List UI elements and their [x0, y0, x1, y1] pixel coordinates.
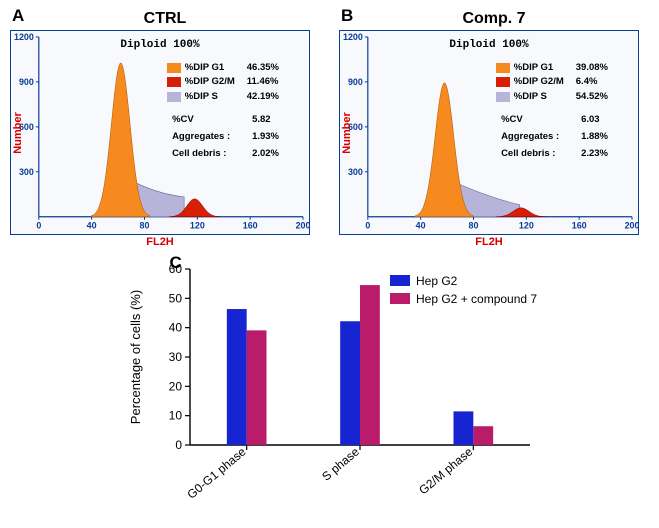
- legend-swatch-icon: [167, 63, 181, 73]
- svg-text:300: 300: [19, 167, 34, 177]
- legend-swatch-icon: [496, 77, 510, 87]
- svg-text:40: 40: [416, 221, 426, 231]
- svg-text:200: 200: [296, 221, 309, 231]
- stats-row: Cell debris : 2.02%: [172, 145, 279, 162]
- panel-c: C 0102030405060Percentage of cells (%)G0…: [120, 257, 540, 507]
- svg-text:80: 80: [469, 221, 479, 231]
- panel-b-label: B: [341, 6, 353, 26]
- stats-value: 6.03: [581, 111, 600, 128]
- panel-b-diploid: Diploid 100%: [449, 39, 528, 51]
- legend-row: %DIP S 54.52%: [496, 90, 608, 104]
- panel-a-histogram: 300600900120004080120160200 Number FL2H …: [10, 30, 310, 235]
- svg-text:900: 900: [19, 77, 34, 87]
- panel-b-xlabel: FL2H: [475, 236, 503, 248]
- svg-text:40: 40: [87, 221, 97, 231]
- panel-a-diploid: Diploid 100%: [120, 39, 199, 51]
- stats-value: 2.02%: [252, 145, 279, 162]
- legend-row: %DIP G2/M 11.46%: [167, 75, 279, 89]
- legend-row: %DIP G2/M 6.4%: [496, 75, 608, 89]
- stats-name: %CV: [172, 111, 242, 128]
- panel-b-histogram: 300600900120004080120160200 Number FL2H …: [339, 30, 639, 235]
- stats-value: 2.23%: [581, 145, 608, 162]
- legend-name: %DIP S: [185, 90, 243, 104]
- svg-text:20: 20: [168, 379, 182, 393]
- stats-name: Cell debris :: [172, 145, 242, 162]
- svg-text:80: 80: [140, 221, 150, 231]
- legend-swatch-icon: [496, 92, 510, 102]
- legend-name: %DIP G1: [514, 61, 572, 75]
- stats-name: Cell debris :: [501, 145, 571, 162]
- legend-row: %DIP S 42.19%: [167, 90, 279, 104]
- legend-name: %DIP G2/M: [514, 75, 572, 89]
- svg-text:0: 0: [175, 438, 182, 452]
- svg-text:1200: 1200: [343, 32, 363, 42]
- legend-swatch-icon: [167, 92, 181, 102]
- svg-text:30: 30: [168, 350, 182, 364]
- svg-text:G2/M phase: G2/M phase: [416, 444, 475, 497]
- svg-text:Hep G2 + compound 7: Hep G2 + compound 7: [416, 292, 537, 306]
- svg-text:300: 300: [348, 167, 363, 177]
- panel-b-legend: %DIP G1 39.08% %DIP G2/M 6.4% %DIP S 54.52%: [496, 61, 608, 104]
- legend-row: %DIP G1 46.35%: [167, 61, 279, 75]
- legend-row: %DIP G1 39.08%: [496, 61, 608, 75]
- stats-name: Aggregates :: [172, 128, 242, 145]
- svg-text:S phase: S phase: [319, 444, 362, 483]
- svg-text:120: 120: [519, 221, 534, 231]
- legend-value: 42.19%: [247, 90, 279, 104]
- panel-a-xlabel: FL2H: [146, 236, 174, 248]
- stats-value: 1.88%: [581, 128, 608, 145]
- panel-a-label: A: [12, 6, 24, 26]
- svg-text:10: 10: [168, 409, 182, 423]
- panel-c-label: C: [170, 253, 182, 273]
- svg-text:0: 0: [365, 221, 370, 231]
- stats-value: 5.82: [252, 111, 271, 128]
- panel-a-title: CTRL: [10, 10, 320, 28]
- svg-text:G0-G1 phase: G0-G1 phase: [184, 444, 248, 501]
- panel-b-stats: %CV 6.03 Aggregates : 1.88% Cell debris : 2.2…: [501, 111, 608, 162]
- stats-name: Aggregates :: [501, 128, 571, 145]
- svg-text:Percentage of cells (%): Percentage of cells (%): [128, 290, 143, 424]
- stats-name: %CV: [501, 111, 571, 128]
- stats-row: %CV 6.03: [501, 111, 608, 128]
- stats-value: 1.93%: [252, 128, 279, 145]
- stats-row: Cell debris : 2.23%: [501, 145, 608, 162]
- legend-value: 6.4%: [576, 75, 598, 89]
- legend-name: %DIP G2/M: [185, 75, 243, 89]
- svg-text:50: 50: [168, 291, 182, 305]
- top-row: A CTRL 300600900120004080120160200 Numbe…: [10, 10, 649, 235]
- panel-b-ylabel-icon: Number: [341, 112, 353, 154]
- panel-a-legend: %DIP G1 46.35% %DIP G2/M 11.46% %DIP S 42.19%: [167, 61, 279, 104]
- legend-value: 54.52%: [576, 90, 608, 104]
- svg-text:40: 40: [168, 321, 182, 335]
- legend-name: %DIP S: [514, 90, 572, 104]
- svg-text:200: 200: [625, 221, 638, 231]
- svg-text:1200: 1200: [14, 32, 34, 42]
- panel-a-stats: %CV 5.82 Aggregates : 1.93% Cell debris : 2.0…: [172, 111, 279, 162]
- panel-c-bar-chart: 0102030405060Percentage of cells (%)G0-G…: [120, 257, 540, 507]
- stats-row: Aggregates : 1.93%: [172, 128, 279, 145]
- legend-swatch-icon: [496, 63, 510, 73]
- svg-text:120: 120: [190, 221, 205, 231]
- svg-text:0: 0: [36, 221, 41, 231]
- panel-b: B Comp. 7 300600900120004080120160200 Nu…: [339, 10, 649, 235]
- legend-value: 39.08%: [576, 61, 608, 75]
- legend-value: 11.46%: [247, 75, 279, 89]
- svg-text:160: 160: [572, 221, 587, 231]
- svg-text:900: 900: [348, 77, 363, 87]
- legend-name: %DIP G1: [185, 61, 243, 75]
- stats-row: %CV 5.82: [172, 111, 279, 128]
- svg-text:160: 160: [243, 221, 258, 231]
- legend-swatch-icon: [167, 77, 181, 87]
- stats-row: Aggregates : 1.88%: [501, 128, 608, 145]
- panel-b-title: Comp. 7: [339, 10, 649, 28]
- svg-text:Hep G2: Hep G2: [416, 274, 458, 288]
- panel-a-ylabel-icon: Number: [12, 112, 24, 154]
- legend-value: 46.35%: [247, 61, 279, 75]
- panel-a: A CTRL 300600900120004080120160200 Numbe…: [10, 10, 320, 235]
